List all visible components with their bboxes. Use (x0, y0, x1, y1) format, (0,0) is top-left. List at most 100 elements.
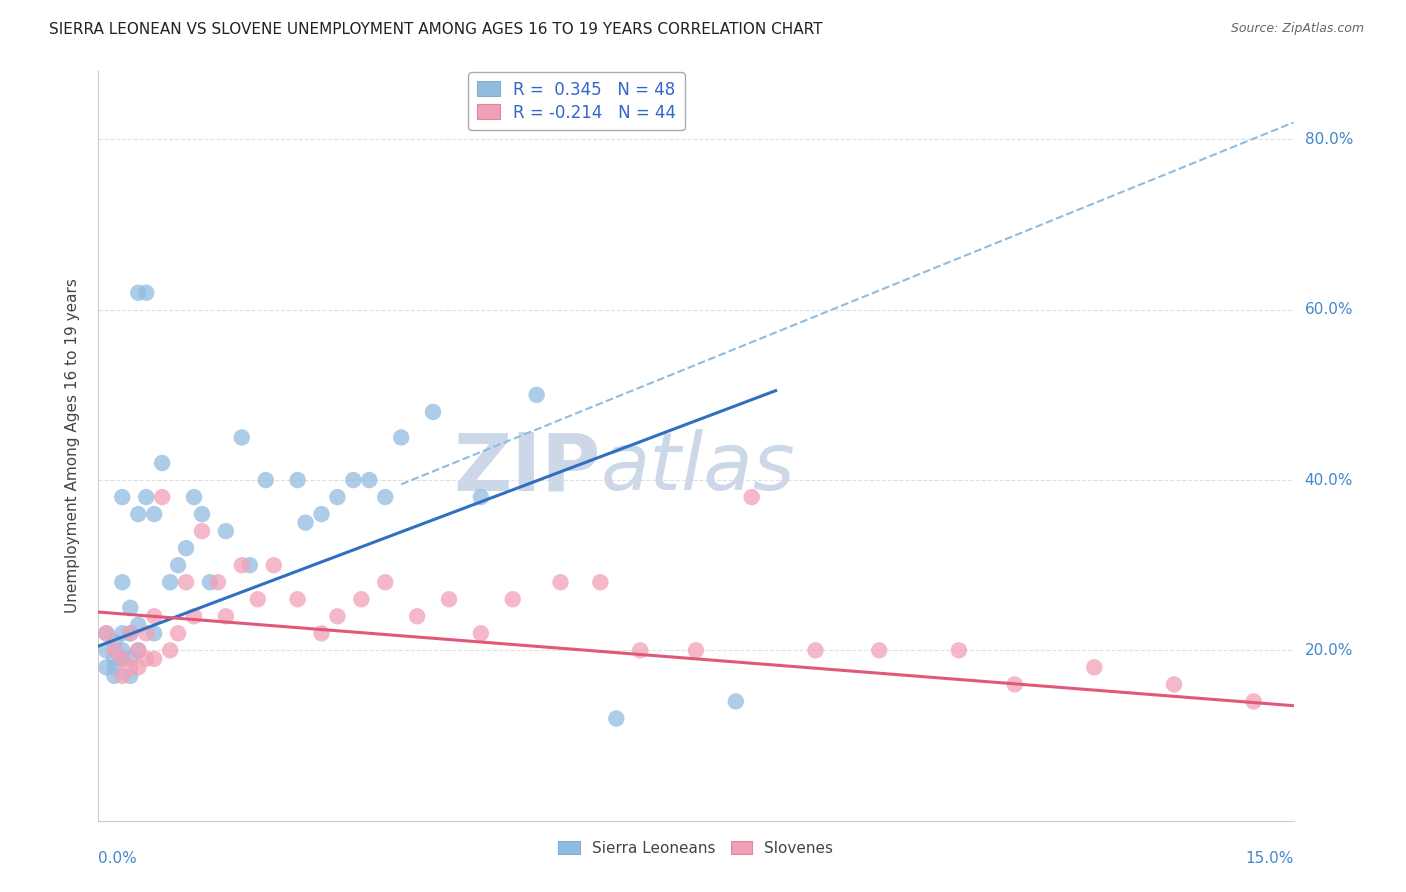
Point (167, 558, 190, 573)
Point (111, 490, 134, 504)
Point (263, 558, 285, 573)
Point (150, 490, 173, 504)
Point (120, 669, 142, 683)
Point (1163, 677, 1185, 691)
Point (103, 635, 125, 649)
Point (143, 626, 166, 640)
Text: 60.0%: 60.0% (1305, 302, 1353, 318)
Point (342, 473, 364, 487)
Point (254, 473, 277, 487)
Text: Source: ZipAtlas.com: Source: ZipAtlas.com (1230, 22, 1364, 36)
Point (96, 626, 118, 640)
Point (159, 643, 181, 657)
Point (167, 626, 190, 640)
Point (183, 490, 205, 504)
Point (311, 626, 333, 640)
Point (350, 592, 373, 607)
Point (502, 592, 524, 607)
Point (628, 643, 651, 657)
Point (143, 652, 166, 666)
Point (470, 490, 492, 504)
Point (96, 660, 118, 674)
Point (191, 524, 214, 538)
Point (389, 430, 412, 444)
Point (215, 524, 238, 538)
Point (326, 609, 349, 624)
Point (198, 575, 221, 590)
Point (287, 592, 309, 607)
Point (103, 643, 125, 657)
Point (103, 660, 125, 674)
Point (605, 711, 627, 725)
Point (239, 558, 262, 573)
Text: 0.0%: 0.0% (98, 851, 138, 865)
Point (120, 626, 142, 640)
Point (120, 652, 142, 666)
Point (135, 652, 157, 666)
Point (359, 473, 381, 487)
Point (406, 609, 429, 624)
Point (231, 430, 253, 444)
Point (207, 575, 229, 590)
Y-axis label: Unemployment Among Ages 16 to 19 years: Unemployment Among Ages 16 to 19 years (65, 278, 80, 614)
Text: 20.0%: 20.0% (1305, 643, 1353, 657)
Point (135, 490, 157, 504)
Point (159, 575, 181, 590)
Point (143, 507, 166, 521)
Point (374, 575, 396, 590)
Point (191, 507, 214, 521)
Point (135, 626, 157, 640)
Point (111, 575, 134, 590)
Point (326, 490, 349, 504)
Point (96, 626, 118, 640)
Point (948, 643, 970, 657)
Point (174, 541, 197, 556)
Legend: Sierra Leoneans, Slovenes: Sierra Leoneans, Slovenes (553, 834, 839, 862)
Point (215, 609, 238, 624)
Text: 15.0%: 15.0% (1246, 851, 1294, 865)
Text: 40.0%: 40.0% (1305, 473, 1353, 488)
Text: ZIP: ZIP (453, 429, 600, 508)
Point (120, 660, 142, 674)
Point (741, 490, 763, 504)
Point (103, 669, 125, 683)
Point (111, 643, 134, 657)
Point (111, 652, 134, 666)
Point (135, 285, 157, 300)
Point (120, 600, 142, 615)
Point (231, 558, 253, 573)
Point (183, 609, 205, 624)
Point (143, 609, 166, 624)
Point (437, 592, 460, 607)
Point (111, 652, 134, 666)
Point (294, 516, 316, 530)
Point (804, 643, 827, 657)
Point (127, 507, 149, 521)
Point (127, 643, 149, 657)
Point (1004, 677, 1026, 691)
Point (724, 694, 747, 708)
Point (127, 285, 149, 300)
Text: 80.0%: 80.0% (1305, 132, 1353, 147)
Point (246, 592, 269, 607)
Point (868, 643, 890, 657)
Point (470, 626, 492, 640)
Text: SIERRA LEONEAN VS SLOVENE UNEMPLOYMENT AMONG AGES 16 TO 19 YEARS CORRELATION CHA: SIERRA LEONEAN VS SLOVENE UNEMPLOYMENT A… (49, 22, 823, 37)
Point (685, 643, 707, 657)
Text: atlas: atlas (600, 429, 796, 508)
Point (311, 507, 333, 521)
Point (287, 473, 309, 487)
Point (1083, 660, 1105, 674)
Point (1243, 694, 1265, 708)
Point (103, 652, 125, 666)
Point (111, 626, 134, 640)
Point (150, 456, 173, 470)
Point (589, 575, 612, 590)
Point (111, 669, 134, 683)
Point (550, 575, 572, 590)
Point (174, 575, 197, 590)
Point (127, 617, 149, 632)
Point (127, 660, 149, 674)
Point (96, 643, 118, 657)
Point (526, 388, 548, 402)
